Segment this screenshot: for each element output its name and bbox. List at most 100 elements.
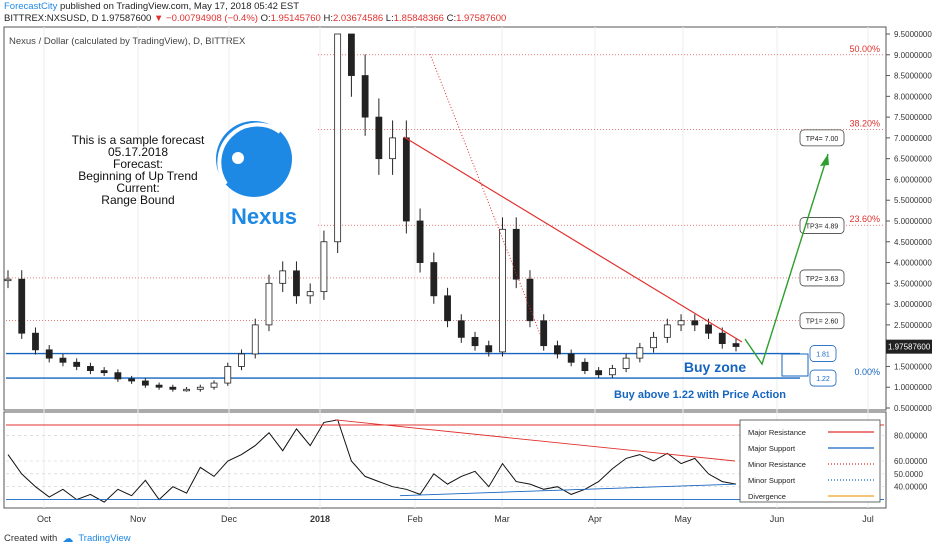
target-box: [799, 269, 845, 287]
buy-zone-label: Buy zone: [684, 359, 746, 375]
close-value: 1.97587600: [456, 13, 507, 24]
published-text: published on TradingView.com, May 17, 20…: [59, 1, 300, 12]
oscillator-legend: Major Resistance Major Support Minor Resis…: [739, 419, 881, 503]
zone-label: 1.81: [816, 352, 830, 359]
brand-name[interactable]: ForecastCity: [4, 1, 58, 12]
y-tick-label: 7.50000000: [894, 113, 932, 122]
forecast-note-line-1: This is a sample forecast: [72, 133, 205, 147]
legend-label: Major Support: [748, 444, 796, 453]
y-tick-label: 9.50000000: [894, 30, 932, 39]
legend-label: Minor Resistance: [748, 460, 806, 469]
target-label: TP4= 7.00: [806, 136, 839, 143]
low-value: 1.85848366: [393, 13, 444, 24]
osc-support-trend: [399, 483, 736, 497]
open-value: 1.95145760: [270, 13, 321, 24]
candle-body: [691, 320, 699, 326]
x-tick-label: Mar: [494, 514, 510, 524]
x-tick-label: Dec: [221, 514, 238, 524]
target-box: [799, 129, 845, 147]
candle-body: [265, 282, 273, 326]
x-tick-label: Nov: [130, 514, 147, 524]
nexus-logo-arc: [217, 122, 282, 186]
low-label: L:: [385, 13, 394, 24]
candle-body: [100, 370, 108, 374]
symbol-label: BITTREX:NXSUSD, D: [4, 13, 99, 24]
candle-body: [650, 336, 657, 349]
buy-zone-bracket: [781, 353, 809, 377]
candle-body: [540, 320, 548, 347]
zone-label: 1.22: [816, 376, 830, 383]
legend-label: Major Resistance: [748, 428, 806, 437]
change-value: ▼ −0.00794908 (−0.4%): [153, 13, 258, 24]
fib-level-label: 23.60%: [849, 214, 880, 224]
candle-body: [320, 241, 328, 293]
forecast-note-line-4: Beginning of Up Trend: [78, 169, 197, 183]
legend-label: Divergence: [748, 492, 786, 501]
candle-body: [622, 357, 630, 369]
nexus-logo-text: Nexus: [231, 204, 297, 229]
high-value: 2.03674586: [332, 13, 384, 24]
zone-box: [809, 369, 837, 387]
candle-body: [334, 33, 342, 243]
oscillator: [6, 419, 884, 503]
candle-body: [567, 353, 575, 363]
x-tick-label: May: [674, 514, 692, 524]
candle-body: [306, 291, 314, 297]
nexus-logo-dot: [232, 152, 244, 164]
close-label: C:: [446, 13, 457, 24]
osc-y-tick-label: 50.0000: [894, 470, 923, 479]
candle-body: [485, 345, 493, 353]
candle-body: [705, 324, 712, 334]
candle-body: [279, 270, 287, 284]
target-label: TP1= 2.60: [806, 319, 839, 326]
candle-body: [293, 270, 300, 297]
buy-above-label: Buy above 1.22 with Price Action: [614, 389, 786, 401]
y-tick-label: 3.50000000: [894, 279, 932, 288]
high-label: H:: [323, 13, 333, 24]
candle-body: [4, 278, 12, 282]
last-price-label: 1.97587600: [888, 343, 931, 352]
forecast-note-line-6: Range Bound: [101, 193, 174, 207]
forecast-note-line-5: Current:: [116, 181, 159, 195]
nexus-logo: Nexus: [216, 121, 297, 229]
target-label: TP2= 3.63: [806, 276, 839, 283]
candle-body: [375, 116, 383, 160]
forecast-arrow-head: [820, 154, 829, 166]
major-resistance-line[interactable]: [403, 136, 743, 343]
candle-body: [361, 75, 369, 118]
footer: Created with ☁ TradingView: [4, 532, 131, 545]
candle-body: [210, 382, 218, 388]
target-label: TP3= 4.89: [806, 224, 839, 231]
nexus-logo-circle: [216, 121, 292, 197]
x-tick-label: Feb: [407, 514, 423, 524]
candle-body: [128, 378, 136, 382]
candle-body: [581, 361, 589, 371]
y-tick-label: 5.50000000: [894, 196, 932, 205]
price-chart[interactable]: Nexus / Dollar (calculated by TradingVie…: [0, 24, 932, 529]
tradingview-link[interactable]: TradingView: [78, 533, 131, 544]
candle-body: [183, 388, 190, 392]
last-price-box: [886, 339, 932, 354]
y-tick-label: 0.50000000: [894, 404, 932, 413]
candle-body: [402, 137, 410, 222]
candle-body: [155, 384, 163, 388]
candle-body: [512, 228, 520, 280]
x-tick-label: Oct: [37, 514, 52, 524]
target-box: [799, 312, 845, 330]
header-line-2: BITTREX:NXSUSD, D 1.97587600 ▼ −0.007949…: [4, 13, 506, 24]
minor-resistance-line[interactable]: [429, 53, 541, 335]
oscillator-line: [7, 419, 737, 503]
fib-level-label: 38.20%: [849, 119, 880, 129]
candle-body: [677, 320, 685, 326]
candles: [4, 33, 740, 392]
legend-box: [739, 419, 881, 503]
legend-label: Minor Support: [748, 476, 796, 485]
forecast-arrow[interactable]: [744, 153, 829, 366]
